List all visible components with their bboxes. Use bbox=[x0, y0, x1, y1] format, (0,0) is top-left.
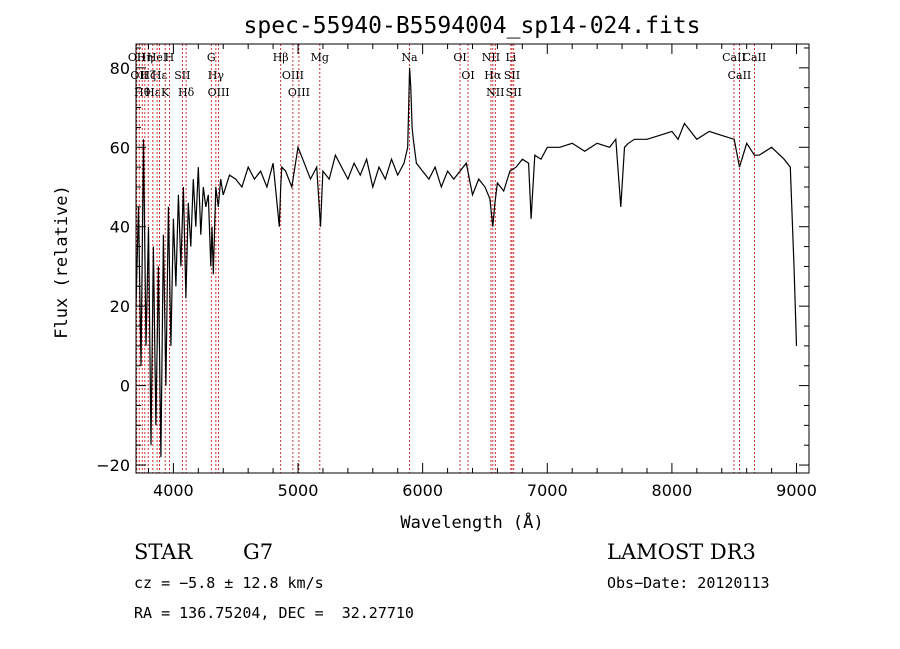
line-label: OII bbox=[128, 51, 146, 64]
line-label: Hα bbox=[484, 69, 502, 82]
survey-name: LAMOST DR3 bbox=[607, 540, 756, 564]
x-tick-label: 6000 bbox=[402, 481, 443, 500]
line-label: Hε bbox=[152, 69, 168, 82]
line-label: NII bbox=[482, 51, 500, 64]
line-label: HeI bbox=[147, 51, 167, 64]
line-label: Hθ bbox=[134, 86, 151, 99]
y-tick-label: 60 bbox=[110, 138, 130, 157]
chart-title: spec-55940-B5594004_sp14-024.fits bbox=[244, 13, 701, 39]
line-label: Hγ bbox=[208, 69, 225, 82]
x-axis-label: Wavelength (Å) bbox=[400, 511, 543, 533]
line-label: SII bbox=[504, 69, 520, 82]
object-class: STAR bbox=[134, 540, 193, 564]
x-tick-label: 9000 bbox=[776, 481, 817, 500]
line-label: SII bbox=[506, 86, 522, 99]
x-tick-label: 4000 bbox=[153, 481, 194, 500]
observation-date: Obs−Date: 20120113 bbox=[607, 574, 770, 592]
x-tick-label: 5000 bbox=[278, 481, 319, 500]
line-label: Mg bbox=[311, 51, 329, 64]
object-subclass: G7 bbox=[243, 540, 274, 564]
line-label: Hδ bbox=[178, 86, 195, 99]
spectrum-line bbox=[135, 67, 798, 458]
line-label: OIII bbox=[208, 86, 230, 99]
line-label: OIII bbox=[288, 86, 310, 99]
y-tick-label: 0 bbox=[120, 377, 130, 396]
y-tick-label: 80 bbox=[110, 59, 130, 78]
line-label: Hβ bbox=[273, 51, 289, 64]
line-label: H bbox=[165, 51, 175, 64]
spectral-line-labels: OIIOIIHθHηHζHεHeIHεKHSIIHδGHγOIIIHβOIIIO… bbox=[128, 51, 766, 99]
line-label: CaII bbox=[722, 51, 746, 64]
axes-ticks: 4000 5000 6000 7000 8000 9000 −20 0 20 40 60 80 bbox=[96, 44, 817, 500]
line-label: OIII bbox=[282, 69, 304, 82]
redshift-cz: cz = −5.8 ± 12.8 km/s bbox=[134, 574, 324, 592]
y-tick-label: 20 bbox=[110, 297, 130, 316]
line-label: SII bbox=[174, 69, 190, 82]
line-label: Hε bbox=[145, 86, 161, 99]
y-tick-label: −20 bbox=[96, 456, 130, 475]
y-tick-label: 40 bbox=[110, 218, 130, 237]
line-label: CaII bbox=[743, 51, 767, 64]
line-label: Hη bbox=[137, 51, 153, 64]
line-label: NII bbox=[486, 86, 504, 99]
line-label: OII bbox=[130, 69, 148, 82]
line-label: OI bbox=[453, 51, 466, 64]
plot-frame bbox=[135, 43, 810, 474]
line-label: G bbox=[207, 51, 216, 64]
line-label: Hζ bbox=[140, 69, 156, 82]
line-label: K bbox=[161, 86, 170, 99]
line-label: CaII bbox=[728, 69, 752, 82]
coordinates: RA = 136.75204, DEC = 32.27710 bbox=[134, 604, 414, 622]
line-label: Na bbox=[401, 51, 418, 64]
spectral-line-markers bbox=[136, 44, 755, 473]
x-tick-label: 7000 bbox=[527, 481, 568, 500]
y-axis-label: Flux (relative) bbox=[52, 185, 72, 339]
line-label: Li bbox=[505, 51, 516, 64]
spectrum-series bbox=[135, 67, 798, 458]
line-label: OI bbox=[461, 69, 474, 82]
x-tick-label: 8000 bbox=[652, 481, 693, 500]
